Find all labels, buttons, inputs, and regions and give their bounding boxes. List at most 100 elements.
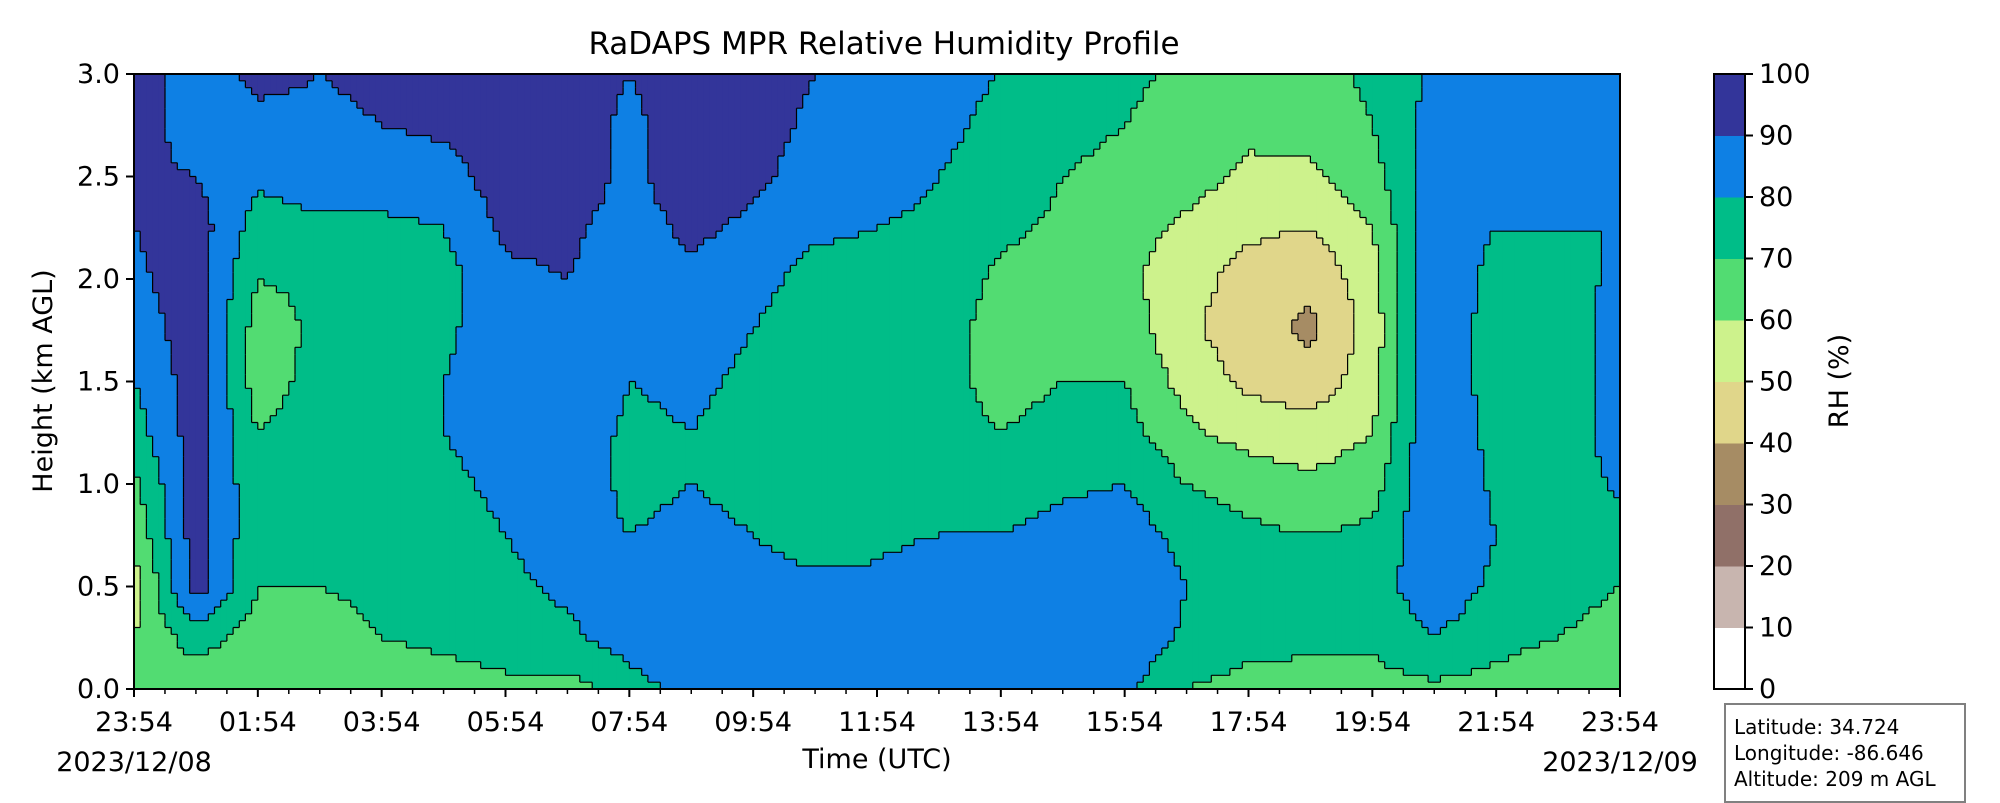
rh-cell [889, 74, 897, 219]
rh-cell [344, 74, 352, 96]
rh-cell [827, 244, 835, 567]
rh-cell [796, 74, 804, 109]
rh-cell [350, 101, 358, 212]
rh-cell [598, 648, 606, 690]
rh-cell [1130, 408, 1138, 499]
rh-cell [1279, 661, 1287, 690]
rh-cell [1304, 306, 1312, 348]
rh-cell [734, 217, 742, 355]
rh-cell [765, 306, 773, 547]
rh-cell [1267, 525, 1274, 663]
rh-cell [982, 415, 990, 533]
rh-cell [282, 586, 290, 690]
colorbar-swatch [1714, 258, 1745, 321]
rh-cell [1143, 74, 1151, 89]
rh-cell [920, 74, 928, 198]
rh-cell [1434, 74, 1442, 635]
rh-cell [1471, 593, 1479, 670]
rh-cell [455, 265, 463, 328]
rh-cell [276, 586, 284, 690]
rh-cell [1075, 162, 1082, 383]
rh-cell [1483, 566, 1491, 670]
rh-cell [660, 74, 668, 212]
rh-cell [666, 415, 674, 506]
rh-cell [592, 210, 599, 642]
rh-cell [1415, 74, 1423, 102]
rh-cell [1050, 388, 1058, 506]
rh-cell [1180, 600, 1188, 690]
rh-cell [1285, 231, 1293, 410]
rh-cell [412, 648, 420, 690]
rh-cell [493, 668, 500, 690]
rh-cell [629, 668, 637, 690]
rh-cell [208, 224, 216, 232]
rh-cell [449, 149, 457, 253]
rh-cell [1366, 74, 1373, 116]
rh-cell [1545, 74, 1553, 232]
rh-cell [1081, 497, 1089, 690]
rh-cell [257, 101, 265, 191]
rh-cell [270, 285, 278, 417]
rh-cell [449, 354, 457, 451]
rh-cell [790, 265, 798, 560]
rh-cell [1019, 238, 1027, 417]
rh-cell [548, 600, 556, 676]
rh-cell [1291, 74, 1299, 157]
rh-cell [808, 80, 816, 246]
rh-cell [1403, 74, 1411, 512]
rh-cell [1558, 634, 1565, 690]
rh-cell [449, 251, 457, 355]
rh-cell [610, 654, 618, 690]
rh-cell [239, 620, 247, 690]
rh-cell [1502, 661, 1510, 690]
rh-cell [394, 128, 401, 219]
rh-cell [740, 210, 748, 348]
rh-cell [257, 279, 265, 430]
rh-cell [1217, 272, 1225, 362]
rh-cell [1279, 463, 1287, 533]
rh-cell [517, 258, 525, 560]
rh-cell [1186, 210, 1194, 417]
rh-cell [920, 197, 928, 540]
rh-cell [1384, 463, 1392, 670]
rh-cell [171, 374, 178, 594]
rh-cell [1378, 490, 1386, 663]
rh-cell [623, 74, 630, 82]
rh-cell [1068, 74, 1076, 171]
rh-cell [1161, 231, 1169, 369]
rh-cell [1279, 231, 1287, 403]
rh-cell [759, 74, 767, 191]
rh-cell [517, 74, 525, 260]
rh-cell [1205, 682, 1212, 690]
colorbar-swatch [1714, 566, 1745, 628]
x-tick-label: 13:54 [962, 707, 1040, 738]
rh-cell [1013, 525, 1021, 690]
rh-cell [623, 661, 630, 690]
rh-cell [1050, 504, 1058, 690]
rh-cell [387, 641, 395, 690]
colorbar-swatch [1714, 504, 1745, 567]
rh-cell [585, 224, 593, 642]
rh-cell [1322, 654, 1330, 690]
rh-cell [1211, 497, 1219, 676]
rh-cell [177, 607, 185, 649]
rh-cell [1335, 190, 1342, 266]
rh-cell [394, 641, 401, 690]
rh-cell [740, 347, 748, 526]
rh-cell [1390, 224, 1398, 424]
rh-cell [1359, 518, 1367, 656]
rh-cell [1217, 183, 1225, 273]
rh-cell [195, 593, 203, 622]
rh-cell [387, 217, 395, 642]
rh-cell [1539, 231, 1547, 642]
rh-cell [1124, 74, 1132, 123]
rh-cell [821, 566, 829, 690]
rh-cell [474, 490, 482, 663]
rh-cell [294, 320, 302, 348]
rh-cell [1434, 634, 1442, 683]
rh-cell [1465, 600, 1472, 676]
rh-cell [1366, 654, 1373, 690]
rh-cell [579, 238, 587, 635]
rh-cell [1502, 74, 1510, 232]
rh-cell [220, 641, 228, 690]
